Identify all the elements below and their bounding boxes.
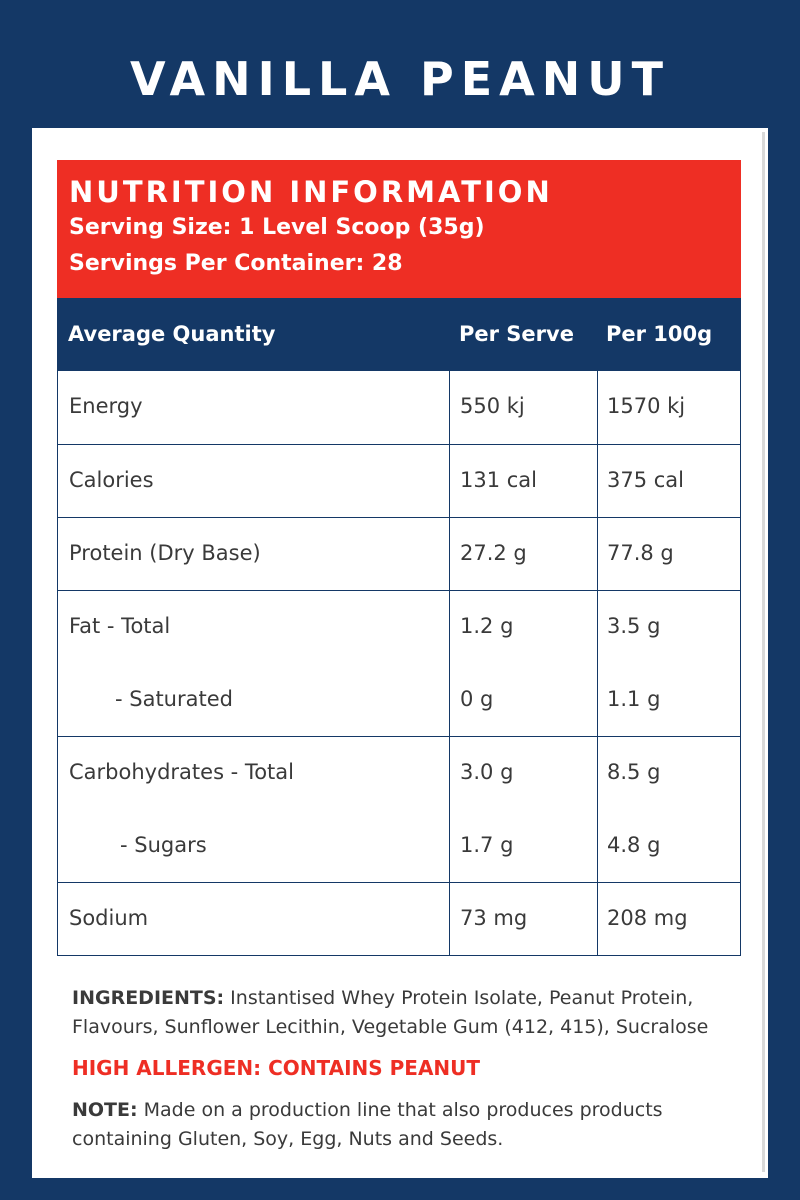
table-row: Fat - Total 1.2 g 3.5 g - Saturated 0 g … [58, 590, 740, 736]
nutrition-header: NUTRITION INFORMATION Serving Size: 1 Le… [57, 160, 741, 298]
ingredients-text: Instantised Whey Protein Isolate, Peanut… [72, 987, 709, 1038]
row-per-serve: 27.2 g [460, 541, 527, 565]
production-note: NOTE: Made on a production line that als… [72, 1096, 752, 1154]
row-sub-per-serve: 0 g [460, 687, 494, 711]
table-row: Energy 550 kj 1570 kj [58, 371, 740, 444]
ingredients-label: INGREDIENTS: [72, 987, 225, 1009]
note-label: NOTE: [72, 1099, 138, 1121]
row-per-100g: 375 cal [607, 468, 685, 492]
table-row: Sodium 73 mg 208 mg [58, 882, 740, 955]
row-per-serve: 73 mg [460, 906, 528, 930]
row-label: Protein (Dry Base) [69, 541, 261, 565]
column-header-per-100g: Per 100g [606, 322, 713, 346]
row-label: Energy [69, 394, 143, 418]
allergen-warning: HIGH ALLERGEN: CONTAINS PEANUT [72, 1056, 481, 1080]
row-per-serve: 131 cal [460, 468, 538, 492]
row-sub-label: - Sugars [120, 833, 207, 857]
panel-edge [762, 132, 765, 1172]
row-sub-per-100g: 1.1 g [607, 687, 661, 711]
row-sub-per-100g: 4.8 g [607, 833, 661, 857]
row-label: Fat - Total [69, 614, 171, 638]
column-divider [449, 371, 450, 955]
ingredients: INGREDIENTS: Instantised Whey Protein Is… [72, 984, 752, 1042]
column-divider [597, 371, 598, 955]
row-per-serve: 550 kj [460, 394, 525, 418]
table-column-header: Average Quantity Per Serve Per 100g [57, 298, 741, 371]
column-header-quantity: Average Quantity [68, 322, 276, 346]
table-row: Carbohydrates - Total 3.0 g 8.5 g - Suga… [58, 736, 740, 882]
table-row: Calories 131 cal 375 cal [58, 444, 740, 517]
note-text: Made on a production line that also prod… [72, 1099, 663, 1150]
row-per-100g: 208 mg [607, 906, 688, 930]
row-label: Carbohydrates - Total [69, 760, 294, 784]
nutrition-table: Energy 550 kj 1570 kj Calories 131 cal 3… [57, 371, 741, 956]
row-per-100g: 3.5 g [607, 614, 661, 638]
column-header-per-serve: Per Serve [459, 322, 574, 346]
row-label: Sodium [69, 906, 149, 930]
nutrition-heading: NUTRITION INFORMATION [69, 175, 553, 209]
servings-per-container: Servings Per Container: 28 [69, 251, 403, 276]
row-sub-per-serve: 1.7 g [460, 833, 514, 857]
row-label: Calories [69, 468, 154, 492]
serving-size: Serving Size: 1 Level Scoop (35g) [69, 215, 485, 240]
row-per-100g: 77.8 g [607, 541, 674, 565]
table-row: Protein (Dry Base) 27.2 g 77.8 g [58, 517, 740, 590]
row-per-serve: 3.0 g [460, 760, 514, 784]
row-sub-label: - Saturated [115, 687, 233, 711]
product-title: VANILLA PEANUT [130, 52, 670, 106]
row-per-100g: 8.5 g [607, 760, 661, 784]
row-per-100g: 1570 kj [607, 394, 686, 418]
row-per-serve: 1.2 g [460, 614, 514, 638]
